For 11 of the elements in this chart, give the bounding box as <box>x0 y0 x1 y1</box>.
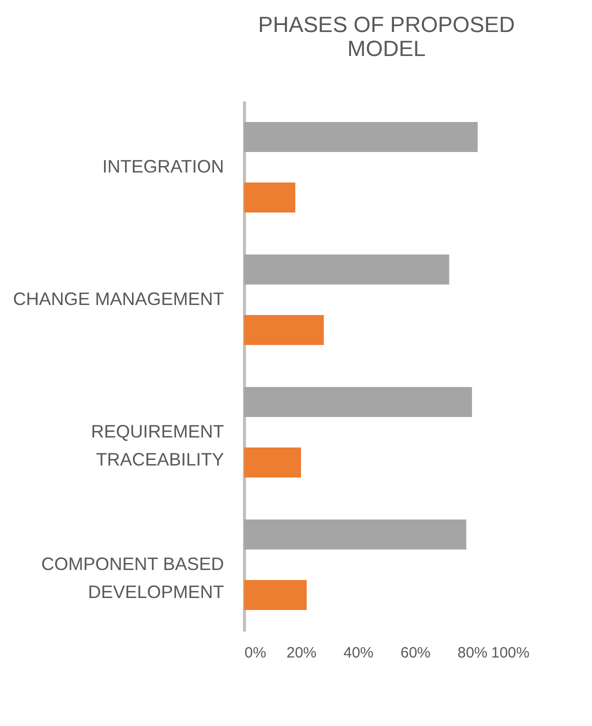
x-tick-label: 80% <box>457 644 488 662</box>
x-tick-label: 100% <box>491 644 530 662</box>
y-tick-label: REQUIREMENT TRACEABILITY <box>90 421 224 470</box>
chart-title: PHASES OF PROPOSED MODEL <box>258 12 515 61</box>
y-tick-label: CHANGE MANAGEMENT <box>12 288 224 309</box>
y-tick-label: INTEGRATION <box>102 156 224 176</box>
x-tick-label: 40% <box>343 644 374 662</box>
x-tick-label: 0% <box>244 644 266 662</box>
y-tick-label: COMPONENT BASED DEVELOPMENT <box>41 554 224 602</box>
x-tick-label: 20% <box>286 644 317 662</box>
x-tick-label: 60% <box>400 644 431 662</box>
